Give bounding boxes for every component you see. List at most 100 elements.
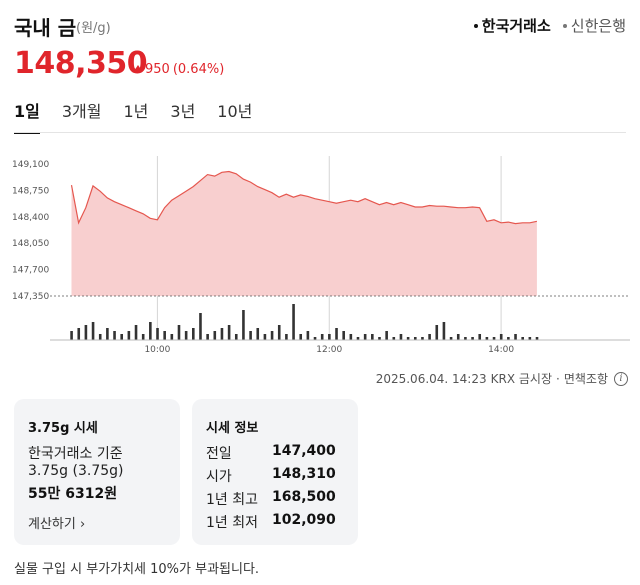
info-label-low: 1년 최저 [206, 515, 258, 531]
volume-bar [263, 334, 267, 340]
tab-1y[interactable]: 1년 [123, 102, 149, 121]
info-value-open: 148,310 [272, 466, 336, 482]
volume-bar [234, 334, 238, 340]
volume-bar [428, 334, 431, 340]
price-info-card: 시세 정보 전일 147,400 시가 148,310 1년 최고 168,50… [192, 399, 358, 545]
volume-bar [399, 334, 403, 340]
card-basis: 한국거래소 기준 [28, 446, 123, 462]
volume-bar [299, 334, 303, 340]
source-option-krx[interactable]: 한국거래소 [473, 15, 551, 36]
exchange-name: KRX 금시장 [490, 372, 552, 386]
volume-bar [313, 337, 317, 340]
volume-bar [320, 334, 324, 340]
volume-bar [371, 334, 374, 340]
volume-bar [249, 331, 252, 340]
volume-bar [335, 328, 338, 340]
y-tick-label: 148,400 [12, 213, 49, 223]
volume-bar [499, 334, 503, 340]
volume-bar [478, 334, 482, 340]
calculate-link[interactable]: 계산하기 › [28, 513, 85, 532]
volume-bar [492, 337, 496, 340]
volume-bar [464, 337, 467, 340]
volume-bar [106, 328, 109, 340]
y-tick-label: 148,750 [12, 186, 49, 196]
price-row: 148,350 950 (0.64%) [14, 46, 414, 86]
volume-bar [328, 334, 331, 340]
price-chart[interactable]: 149,100 148,750 148,400 148,050 147,700 147,3… [10, 150, 630, 360]
y-tick-label: 147,700 [12, 266, 49, 276]
volume-bar [177, 325, 181, 340]
volume-bar [292, 304, 295, 340]
volume-bar [363, 334, 367, 340]
volume-bar [220, 328, 224, 340]
volume-bar [277, 325, 281, 340]
source-option-shinhan[interactable]: 신한은행 [562, 15, 626, 36]
source-option-label: 한국거래소 [481, 17, 551, 35]
card-amount: 55만 6312원 [28, 486, 118, 502]
volume-bar [535, 337, 539, 340]
source-option-label: 신한은행 [570, 17, 626, 35]
volume-bar [456, 334, 460, 340]
volume-bar [507, 337, 510, 340]
volume-bar [120, 334, 124, 340]
volume-bar [385, 331, 388, 340]
volume-bar [349, 334, 353, 340]
volume-bar [227, 325, 231, 340]
info-value-low: 102,090 [272, 512, 336, 528]
card-title: 시세 정보 [206, 421, 259, 436]
tabs-divider [14, 132, 626, 133]
volume-bar [485, 337, 489, 340]
volume-bar [471, 337, 474, 340]
volume-bar [141, 334, 145, 340]
volume-bar [392, 337, 396, 340]
tab-1d[interactable]: 1일 [14, 98, 40, 134]
volume-bar [156, 328, 159, 340]
volume-bar [84, 325, 88, 340]
card-title: 3.75g 시세 [28, 421, 98, 436]
price-change: 950 (0.64%) [134, 62, 224, 77]
volume-bar [285, 334, 288, 340]
volume-bar [77, 328, 81, 340]
unit-label: (원/g) [76, 21, 111, 36]
volume-bar [113, 331, 116, 340]
volume-bar [342, 331, 345, 340]
separator-dot: · [556, 371, 560, 386]
price-chart-svg: 149,100 148,750 148,400 148,050 147,700 147,3… [12, 156, 630, 355]
volume-bar [514, 334, 517, 340]
info-value-prev: 147,400 [272, 443, 336, 459]
volume-bar [127, 331, 131, 340]
disclaimer-link[interactable]: 면책조항 [563, 372, 608, 386]
volume-bar [521, 337, 524, 340]
volume-bar [378, 337, 381, 340]
gram-price-card: 3.75g 시세 한국거래소 기준 3.75g (3.75g) 55만 6312… [14, 399, 180, 545]
volume-bar [442, 322, 446, 340]
info-label-open: 시가 [206, 469, 232, 485]
price-area [71, 171, 537, 296]
volume-bar [242, 310, 245, 340]
card-weight: 3.75g (3.75g) [28, 463, 124, 479]
volume-bar [421, 337, 424, 340]
x-tick-label: 14:00 [488, 345, 514, 355]
y-tick-label: 149,100 [12, 160, 49, 170]
info-icon[interactable]: i [614, 371, 628, 386]
price-line [70, 170, 538, 225]
volume-bar [256, 328, 260, 340]
period-tabs: 1일 3개월 1년 3년 10년 [14, 98, 274, 134]
info-value-high: 168,500 [272, 489, 336, 505]
x-tick-label: 12:00 [316, 345, 342, 355]
volume-bar [406, 337, 410, 340]
volume-bar [206, 334, 209, 340]
page-title: 국내 금 [14, 16, 77, 40]
header: 국내 금 (원/g) 한국거래소 신한은행 [14, 12, 626, 40]
change-amount: 950 [145, 62, 170, 77]
y-tick-label: 148,050 [12, 239, 49, 249]
tab-10y[interactable]: 10년 [217, 102, 253, 121]
vat-footnote: 실물 구입 시 부가가치세 10%가 부과됩니다. [14, 562, 260, 577]
volume-bar [192, 328, 195, 340]
volume-bar [70, 331, 73, 340]
tab-3m[interactable]: 3개월 [61, 102, 102, 121]
source-selector: 한국거래소 신한은행 [473, 15, 626, 36]
tab-3y[interactable]: 3년 [170, 102, 196, 121]
x-tick-label: 10:00 [144, 345, 170, 355]
volume-bar [149, 322, 152, 340]
